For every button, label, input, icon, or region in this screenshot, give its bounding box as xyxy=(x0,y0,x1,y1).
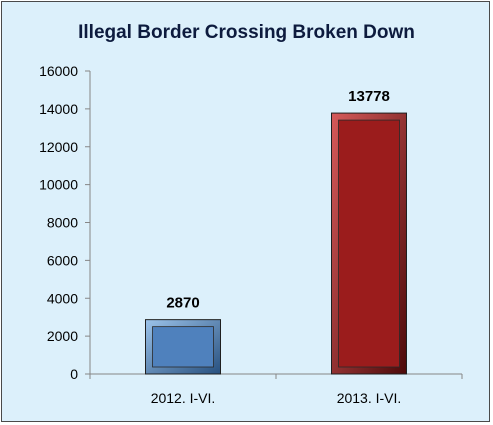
bar-face xyxy=(338,119,400,368)
y-tick-label: 8000 xyxy=(47,215,78,231)
y-tick-label: 10000 xyxy=(39,177,78,193)
labels: 2870 2012. I-VI. 13778 2013. I-VI. xyxy=(151,88,402,406)
chart-title: Illegal Border Crossing Broken Down xyxy=(78,22,415,43)
bars xyxy=(145,112,407,375)
y-tick-label: 0 xyxy=(70,366,78,382)
y-tick-label: 4000 xyxy=(47,290,78,306)
y-tick-label: 16000 xyxy=(39,63,78,79)
data-label: 13778 xyxy=(348,88,390,105)
y-tick-label: 12000 xyxy=(39,139,78,155)
data-label: 2870 xyxy=(166,295,199,312)
bar-face xyxy=(152,326,214,368)
y-tick-label: 2000 xyxy=(47,328,78,344)
x-tick-label: 2013. I-VI. xyxy=(337,390,402,406)
x-tick-label: 2012. I-VI. xyxy=(151,390,216,406)
y-tick-label: 14000 xyxy=(39,101,78,117)
y-tick-label: 6000 xyxy=(47,252,78,268)
axes: 0 2000 4000 6000 8000 10000 12000 14000 16000 xyxy=(39,63,463,382)
